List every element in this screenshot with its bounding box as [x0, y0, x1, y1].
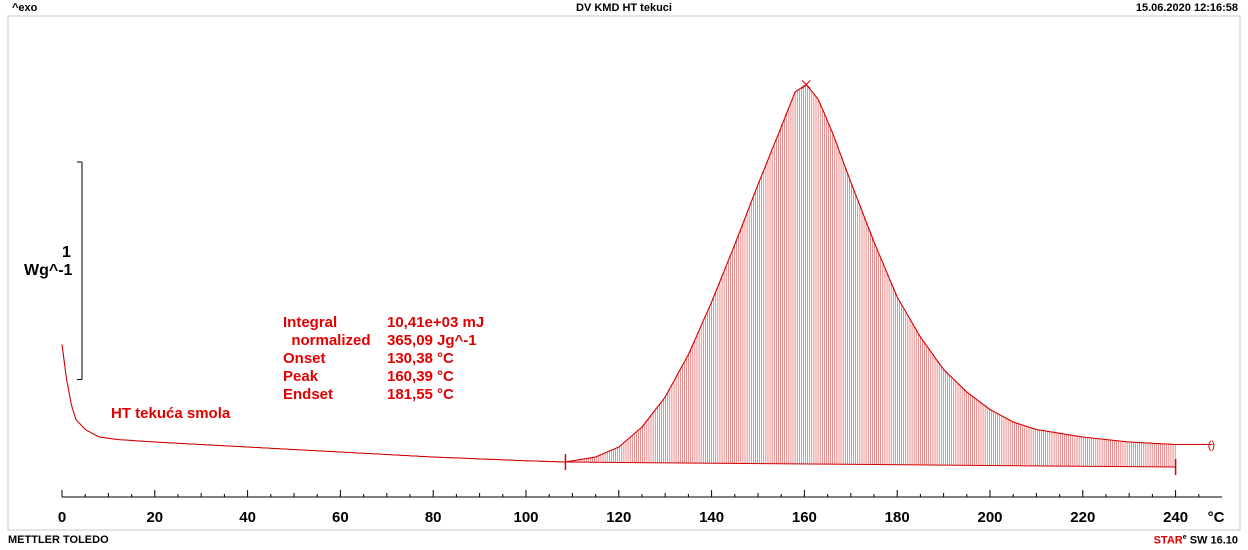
x-tick-label: 200 — [977, 509, 1002, 526]
version-label: SW 16.10 — [1189, 534, 1238, 547]
x-tick-label: 160 — [792, 509, 817, 526]
peak-marker-b — [801, 80, 811, 89]
scale-bar-unit: Wg^-1 — [24, 262, 73, 279]
x-axis-unit: °C — [1208, 509, 1225, 526]
plot-frame — [7, 15, 1241, 531]
annotation-label: Onset — [283, 350, 326, 367]
x-tick-label: 180 — [885, 509, 910, 526]
annotation-value: 160,39 °C — [387, 368, 454, 385]
star-brand: STAR — [1153, 534, 1183, 547]
annotation-label: Peak — [283, 368, 319, 385]
vendor-name: METTLER TOLEDO — [8, 534, 109, 546]
annotation-label: normalized — [283, 332, 371, 349]
x-tick-label: 60 — [332, 509, 349, 526]
annotation-value: 181,55 °C — [387, 386, 454, 403]
annotation-group: Integral 10,41e+03 mJ normalized 365,09 Jg… — [111, 314, 484, 422]
scale-bar-value: 1 — [62, 244, 71, 261]
footer-bar: METTLER TOLEDO STARe SW 16.10 — [0, 534, 1248, 548]
x-tick-label: 100 — [513, 509, 538, 526]
registered-mark: e — [1182, 534, 1187, 541]
x-axis: 0 20 40 60 80 100 120 140 160 180 200 220 240 °C — [58, 490, 1225, 526]
curve-end-marker: () — [1208, 440, 1215, 452]
curve-label: HT tekuća smola — [111, 405, 231, 422]
annotation-label: Integral — [283, 314, 337, 331]
integration-baseline — [565, 461, 1176, 468]
x-tick-label: 0 — [58, 509, 66, 526]
x-tick-label: 120 — [606, 509, 631, 526]
x-tick-label: 80 — [425, 509, 442, 526]
x-tick-label: 40 — [239, 509, 256, 526]
curve-group: () — [61, 80, 1215, 475]
integration-hatching — [565, 84, 1176, 468]
header-bar: ^exo DV KMD HT tekuci 15.06.2020 12:16:5… — [0, 2, 1248, 16]
dsc-curve — [61, 84, 1213, 463]
annotation-value: 365,09 Jg^-1 — [387, 332, 477, 349]
annotation-label: Endset — [283, 386, 333, 403]
x-tick-label: 220 — [1070, 509, 1095, 526]
exo-direction-label: ^exo — [12, 2, 38, 14]
timestamp: 15.06.2020 12:16:58 — [1135, 2, 1238, 14]
annotation-value: 130,38 °C — [387, 350, 454, 367]
x-tick-label: 140 — [699, 509, 724, 526]
software-version: STARe SW 16.10 — [1154, 534, 1238, 547]
chart-title: DV KMD HT tekuci — [576, 2, 672, 14]
x-tick-label: 20 — [146, 509, 163, 526]
annotation-value: 10,41e+03 mJ — [387, 314, 484, 331]
x-tick-label: 240 — [1163, 509, 1188, 526]
